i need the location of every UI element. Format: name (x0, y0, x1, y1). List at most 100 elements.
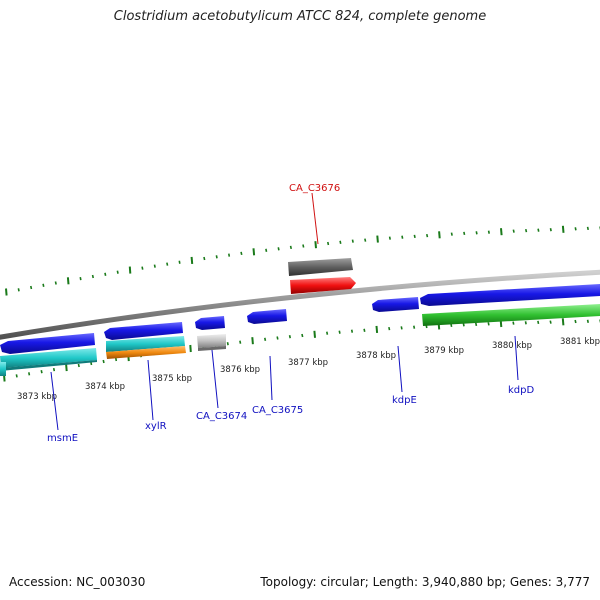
lower-major-tick (189, 344, 192, 353)
gene-ca-c3674-arrow[interactable] (195, 316, 225, 330)
map-title: Clostridium acetobutylicum ATCC 824, com… (113, 9, 487, 24)
upper-minor-tick (388, 236, 391, 240)
upper-major-tick (190, 256, 194, 264)
lower-minor-tick (226, 342, 229, 346)
gene-ca-c3676-upper[interactable] (288, 258, 353, 276)
xylr-leader (147, 359, 154, 421)
upper-minor-tick (549, 228, 552, 232)
lower-major-tick (313, 330, 316, 338)
lower-minor-tick (549, 320, 552, 324)
upper-major-tick (5, 288, 8, 296)
gene-msme-feature[interactable] (0, 348, 97, 368)
upper-minor-tick (289, 245, 292, 250)
upper-minor-tick (327, 241, 330, 246)
kbp-label: 3881 kbp (560, 337, 600, 347)
lower-minor-tick (52, 367, 56, 372)
upper-major-tick (376, 235, 379, 243)
lower-minor-tick (586, 319, 589, 323)
upper-minor-tick (512, 229, 515, 233)
lower-minor-tick (15, 374, 18, 378)
gene-label-ca-c3675[interactable]: CA_C3675 (252, 405, 303, 416)
ca-c3676-leader (311, 192, 319, 245)
lower-minor-tick (326, 331, 329, 335)
lower-minor-tick (239, 340, 242, 344)
upper-minor-tick (574, 227, 577, 231)
upper-major-tick (66, 277, 70, 285)
upper-minor-tick (401, 235, 404, 239)
gene-ca-c3676-arrow[interactable] (290, 277, 356, 294)
lower-minor-tick (462, 323, 465, 327)
upper-minor-tick (141, 266, 144, 270)
lower-minor-tick (102, 359, 105, 364)
lower-minor-tick (537, 320, 540, 325)
lower-minor-tick (363, 328, 366, 332)
kbp-label: 3878 kbp (356, 351, 396, 361)
upper-minor-tick (277, 247, 280, 251)
gene-partial-cyan (0, 362, 6, 376)
lower-minor-tick (77, 363, 80, 368)
kbp-label: 3876 kbp (220, 365, 260, 375)
msme-leader (50, 371, 59, 431)
kbp-label: 3880 kbp (492, 341, 532, 351)
gene-kdpd-arrow[interactable] (420, 284, 600, 306)
lower-minor-tick (264, 337, 267, 341)
gene-ca-c3675-arrow[interactable] (247, 309, 287, 324)
upper-minor-tick (166, 262, 169, 266)
upper-minor-tick (215, 255, 218, 259)
gene-label-kdpd[interactable]: kdpD (508, 385, 534, 396)
gene-label-ca-c3676[interactable]: CA_C3676 (289, 183, 340, 194)
gene-label-kdpe[interactable]: kdpE (392, 395, 417, 406)
lower-minor-tick (487, 322, 490, 326)
gene-kdpe-arrow[interactable] (372, 297, 419, 312)
lower-tick-row (3, 318, 600, 382)
upper-major-tick (438, 231, 441, 239)
upper-minor-tick (450, 232, 453, 236)
gene-xylr-feature-cyan[interactable] (106, 336, 185, 352)
upper-minor-tick (79, 276, 82, 281)
gene-label-msme[interactable]: msmE (47, 433, 78, 444)
lower-minor-tick (350, 329, 354, 333)
lower-minor-tick (276, 336, 279, 340)
lower-minor-tick (115, 357, 118, 362)
gene-ca-c3674-feature[interactable] (197, 334, 226, 348)
gene-xylr-arrow[interactable] (104, 322, 183, 340)
genome-backbone (0, 269, 600, 340)
gene-label-xylr[interactable]: xylR (145, 421, 167, 432)
upper-minor-tick (525, 228, 528, 233)
upper-minor-tick (54, 281, 57, 285)
lower-minor-tick (40, 370, 43, 374)
gene-label-ca-c3674[interactable]: CA_C3674 (196, 411, 247, 422)
lower-minor-tick (388, 326, 391, 331)
kbp-label: 3875 kbp (152, 374, 192, 384)
upper-minor-tick (17, 288, 20, 292)
lower-minor-tick (512, 321, 515, 325)
upper-tick-row (5, 225, 600, 296)
lower-minor-tick (400, 326, 403, 330)
kbp-label: 3879 kbp (424, 346, 464, 356)
upper-minor-tick (487, 230, 490, 234)
lower-minor-tick (413, 325, 416, 329)
upper-minor-tick (178, 260, 181, 264)
gene-kdpd-feature[interactable] (422, 304, 600, 326)
upper-minor-tick (42, 283, 45, 287)
upper-major-tick (128, 266, 132, 274)
lower-major-tick (65, 364, 68, 372)
upper-minor-tick (228, 253, 231, 257)
lower-minor-tick (28, 372, 31, 376)
upper-minor-tick (537, 228, 540, 232)
gene-msme-stripe (0, 360, 97, 371)
gene-msme-arrow[interactable] (0, 333, 95, 354)
ca-c3675-leader (269, 355, 273, 401)
upper-minor-tick (240, 251, 243, 256)
accession-text: Accession: NC_003030 (9, 575, 146, 589)
kdpe-leader (397, 345, 403, 393)
lower-minor-tick (574, 319, 577, 324)
gene-xylr-feature-orange[interactable] (106, 346, 186, 359)
kbp-label: 3877 kbp (288, 358, 328, 368)
lower-minor-tick (301, 333, 304, 338)
lower-minor-tick (475, 322, 478, 327)
upper-minor-tick (265, 248, 268, 252)
genome-summary-text: Topology: circular; Length: 3,940,880 bp… (260, 575, 590, 589)
upper-minor-tick (153, 264, 156, 268)
lower-minor-tick (524, 321, 527, 325)
